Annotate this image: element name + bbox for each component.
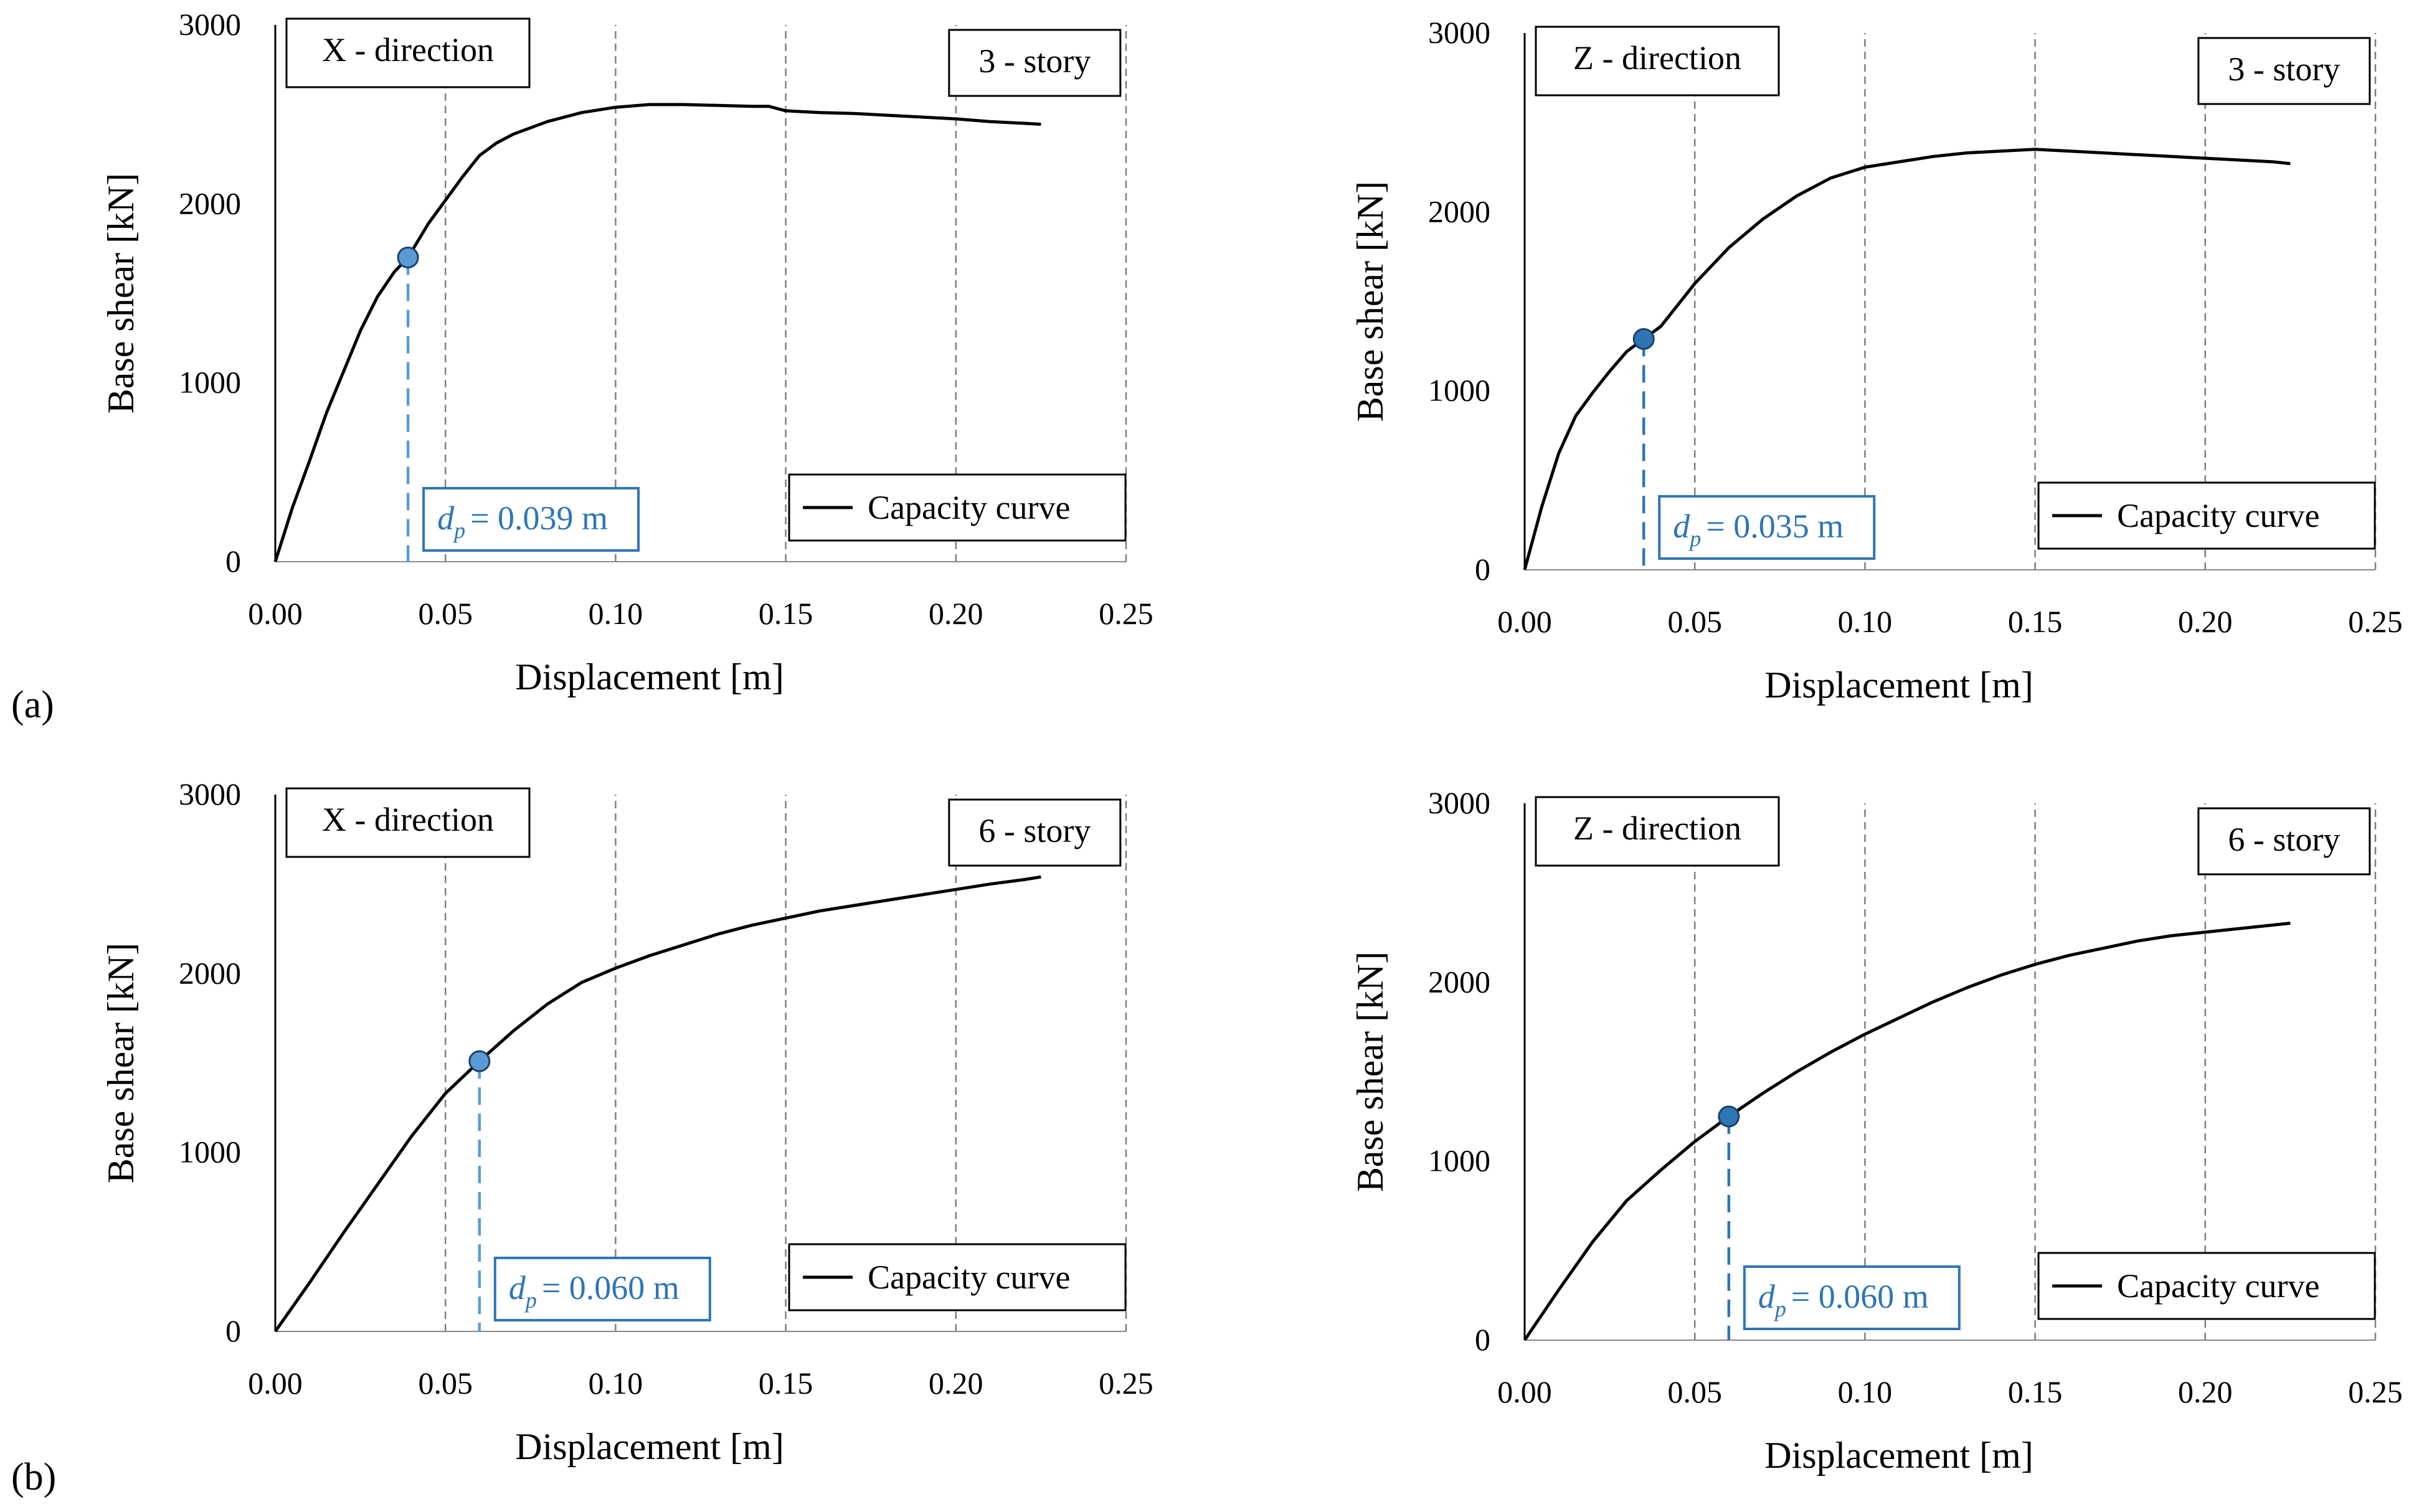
- chart-panel-b-left: 0.00 0.05 0.10 0.15 0.20 0.25 0 1000 2000 3000 Dis…: [100, 777, 1153, 1467]
- y-tick-label: 0: [1475, 552, 1490, 587]
- legend-label: Capacity curve: [868, 1259, 1070, 1296]
- x-tick-label: 0.25: [1099, 596, 1153, 631]
- y-tick-label: 1000: [179, 1135, 241, 1169]
- capacity-curve-line: [273, 103, 1041, 562]
- story-label-box: [2197, 37, 2371, 105]
- dp-annotation-label: dp = 0.060 m: [1758, 1278, 1929, 1321]
- row-label-b: (b): [11, 1456, 56, 1498]
- y-tick-label: 2000: [179, 186, 241, 220]
- performance-point-marker: [468, 1050, 491, 1072]
- capacity-curve-line: [1523, 148, 2291, 570]
- story-label: 3 - story: [2228, 50, 2340, 88]
- direction-label-box: [285, 17, 531, 88]
- story-label-box: [2197, 807, 2371, 876]
- dp-annotation-label: dp = 0.039 m: [437, 499, 608, 543]
- x-tick-label: 0.05: [418, 596, 473, 631]
- story-label-box: [948, 29, 1122, 97]
- x-axis-title: Displacement [m]: [515, 1426, 784, 1467]
- dp-annotation-box: [422, 487, 640, 552]
- x-tick-label: 0.05: [418, 1366, 473, 1401]
- legend-label: Capacity curve: [2117, 497, 2319, 534]
- row-label-a: (a): [11, 684, 54, 726]
- x-axis-title: Displacement [m]: [1764, 1435, 2033, 1476]
- dp-annotation-label: dp = 0.060 m: [509, 1269, 679, 1313]
- x-tick-label: 0.00: [1497, 1374, 1552, 1409]
- y-tick-label: 3000: [1428, 785, 1490, 820]
- story-label-box: [948, 798, 1122, 867]
- y-tick-label: 1000: [1428, 373, 1490, 408]
- chart-panel-b-right: 0.00 0.05 0.10 0.15 0.20 0.25 0 1000 2000 3000 Dis…: [1350, 785, 2403, 1476]
- story-label: 3 - story: [978, 42, 1091, 80]
- y-tick-label: 3000: [179, 777, 241, 811]
- x-tick-label: 0.00: [248, 1366, 303, 1401]
- story-label: 6 - story: [978, 812, 1091, 849]
- y-tick-label: 2000: [179, 955, 241, 990]
- x-tick-label: 0.10: [1838, 604, 1893, 639]
- y-tick-label: 0: [1475, 1322, 1490, 1357]
- performance-point-marker: [1632, 328, 1655, 350]
- y-axis-title: Base shear [kN]: [1350, 952, 1391, 1193]
- x-tick-label: 0.15: [759, 1366, 813, 1401]
- direction-label: Z - direction: [1573, 39, 1741, 77]
- y-tick-label: 2000: [1428, 194, 1490, 229]
- direction-label-box: [1535, 26, 1780, 97]
- x-tick-label: 0.10: [1838, 1374, 1893, 1409]
- chart-panel-a-left: 0.00 0.05 0.10 0.15 0.20 0.25 0 1000 2000 3000 Dis…: [100, 7, 1153, 697]
- capacity-curve-line: [273, 875, 1041, 1333]
- y-tick-label: 2000: [1428, 964, 1490, 999]
- dp-annotation-label: dp = 0.035 m: [1673, 508, 1844, 551]
- x-tick-label: 0.20: [2178, 1374, 2233, 1409]
- x-tick-label: 0.05: [1667, 604, 1722, 639]
- x-tick-label: 0.25: [2348, 604, 2403, 639]
- x-tick-label: 0.00: [1497, 604, 1552, 639]
- x-tick-label: 0.20: [929, 596, 983, 631]
- legend-label: Capacity curve: [868, 489, 1070, 526]
- y-tick-label: 0: [225, 544, 241, 579]
- x-tick-label: 0.25: [2348, 1374, 2403, 1409]
- x-tick-label: 0.05: [1667, 1374, 1722, 1409]
- y-axis-title: Base shear [kN]: [1350, 181, 1391, 422]
- direction-label: X - direction: [322, 801, 494, 838]
- x-tick-label: 0.15: [759, 596, 813, 631]
- y-axis-title: Base shear [kN]: [100, 943, 141, 1184]
- story-label: 6 - story: [2228, 821, 2340, 858]
- dp-annotation-box: [1743, 1265, 1961, 1330]
- x-tick-label: 0.20: [929, 1366, 983, 1401]
- y-axis-title: Base shear [kN]: [100, 173, 141, 414]
- x-tick-label: 0.25: [1099, 1366, 1153, 1401]
- chart-panel-a-right: 0.00 0.05 0.10 0.15 0.20 0.25 0 1000 2000 3000 Dis…: [1350, 15, 2403, 706]
- direction-label-box: [1535, 796, 1780, 867]
- capacity-curve-line: [1523, 922, 2291, 1341]
- performance-point-marker: [1718, 1105, 1740, 1128]
- x-axis-title: Displacement [m]: [515, 656, 784, 697]
- dp-annotation-box: [493, 1257, 711, 1321]
- x-tick-label: 0.15: [2008, 1374, 2063, 1409]
- legend-label: Capacity curve: [2117, 1267, 2319, 1305]
- x-tick-label: 0.15: [2008, 604, 2063, 639]
- direction-label-box: [285, 787, 531, 858]
- dp-annotation-box: [1658, 495, 1876, 560]
- x-tick-label: 0.20: [2178, 604, 2233, 639]
- x-tick-label: 0.10: [589, 1366, 643, 1401]
- y-tick-label: 1000: [179, 365, 241, 400]
- direction-label: Z - direction: [1573, 810, 1741, 847]
- y-tick-label: 3000: [1428, 15, 1490, 50]
- y-tick-label: 3000: [179, 7, 241, 42]
- y-tick-label: 1000: [1428, 1143, 1490, 1178]
- direction-label: X - direction: [322, 31, 494, 69]
- y-tick-label: 0: [225, 1313, 241, 1348]
- performance-point-marker: [397, 247, 419, 269]
- x-axis-title: Displacement [m]: [1764, 664, 2033, 706]
- x-tick-label: 0.00: [248, 596, 303, 631]
- x-tick-label: 0.10: [589, 596, 643, 631]
